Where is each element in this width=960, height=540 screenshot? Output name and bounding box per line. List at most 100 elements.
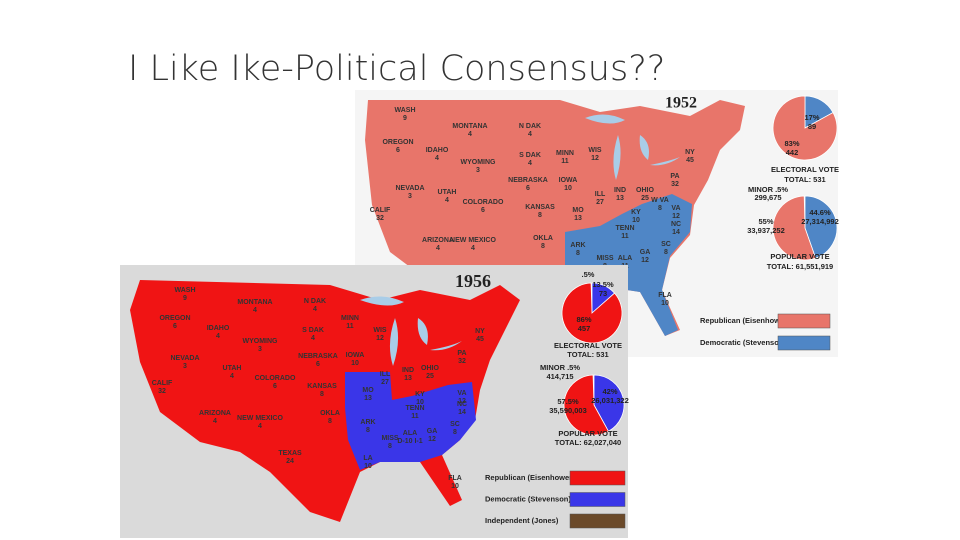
state-name: NEW MEXICO xyxy=(237,415,283,422)
state-name: MO xyxy=(362,387,374,394)
state-name: PA xyxy=(670,173,679,180)
state-name: NC xyxy=(671,221,681,228)
state-name: ILL xyxy=(380,371,391,378)
state-name: UTAH xyxy=(223,365,242,372)
state-electoral-votes: 25 xyxy=(641,195,649,202)
state-name: NEVADA xyxy=(395,185,424,192)
state-electoral-votes: 8 xyxy=(453,429,457,436)
state-electoral-votes: 8 xyxy=(328,418,332,425)
state-name: IOWA xyxy=(559,177,578,184)
state-electoral-votes: 12 xyxy=(591,155,599,162)
state-name: W VA xyxy=(651,197,669,204)
state-electoral-votes: 32 xyxy=(376,215,384,222)
state-name: KY xyxy=(415,391,425,398)
legend-label: Independent (Jones) xyxy=(485,516,559,525)
state-electoral-votes: 10 xyxy=(632,217,640,224)
state-electoral-votes: 4 xyxy=(528,160,532,167)
pie-count-label: 26,031,322 xyxy=(591,396,629,405)
state-name: OREGON xyxy=(159,315,190,322)
state-electoral-votes: 12 xyxy=(376,335,384,342)
state-name: IDAHO xyxy=(207,325,230,332)
legend-swatch xyxy=(569,513,626,529)
state-electoral-votes: 32 xyxy=(671,181,679,188)
state-electoral-votes: 10 xyxy=(416,399,424,406)
electoral-heading: ELECTORAL VOTE xyxy=(554,341,622,350)
map-year: 1952 xyxy=(665,95,697,112)
state-name: FLA xyxy=(658,292,672,299)
state-electoral-votes: 6 xyxy=(173,323,177,330)
electoral-total: TOTAL: 531 xyxy=(784,175,825,184)
pie-percent-label: 86% xyxy=(576,315,591,324)
pie-count-label: 33,937,252 xyxy=(747,226,785,235)
pie-percent-label: 13.5% xyxy=(592,280,614,289)
state-name: ALA xyxy=(618,255,632,262)
state-electoral-votes: 4 xyxy=(311,335,315,342)
pie-count-label: 89 xyxy=(808,122,816,131)
state-name: SC xyxy=(661,241,671,248)
state-electoral-votes: 9 xyxy=(183,295,187,302)
state-electoral-votes: 11 xyxy=(561,158,569,165)
state-name: OHIO xyxy=(636,187,654,194)
popular-total: TOTAL: 62,027,040 xyxy=(555,438,621,447)
state-electoral-votes: 10 xyxy=(564,185,572,192)
state-name: SC xyxy=(450,421,460,428)
state-electoral-votes: 4 xyxy=(445,197,449,204)
pie-percent-label: 17% xyxy=(804,113,819,122)
state-name: ARIZONA xyxy=(422,237,454,244)
state-electoral-votes: 3 xyxy=(258,346,262,353)
state-name: ILL xyxy=(595,191,606,198)
state-electoral-votes: 8 xyxy=(541,243,545,250)
state-name: WASH xyxy=(175,287,196,294)
state-electoral-votes: 8 xyxy=(388,443,392,450)
state-electoral-votes: 10 xyxy=(451,483,459,490)
state-name: NEW MEXICO xyxy=(450,237,496,244)
state-electoral-votes: 4 xyxy=(313,306,317,313)
state-electoral-votes: 3 xyxy=(183,363,187,370)
state-electoral-votes: 27 xyxy=(596,199,604,206)
state-name: NC xyxy=(457,401,467,408)
state-name: KANSAS xyxy=(307,383,337,390)
state-name: OKLA xyxy=(320,410,340,417)
pie-percent-label: 83% xyxy=(784,139,799,148)
state-electoral-votes: 8 xyxy=(320,391,324,398)
state-electoral-votes: 6 xyxy=(396,147,400,154)
state-electoral-votes: 11 xyxy=(346,323,354,330)
state-electoral-votes: 13 xyxy=(574,215,582,222)
state-name: WYOMING xyxy=(461,159,497,166)
state-name: CALIF xyxy=(152,380,173,387)
state-electoral-votes: 13 xyxy=(404,375,412,382)
pie-slice xyxy=(563,374,609,436)
state-name: WIS xyxy=(373,327,387,334)
state-name: N DAK xyxy=(304,298,326,305)
state-electoral-votes: 11 xyxy=(621,233,629,240)
state-electoral-votes: 12 xyxy=(641,257,649,264)
state-electoral-votes: 32 xyxy=(158,388,166,395)
state-electoral-votes: 10 xyxy=(364,463,372,470)
state-name: KY xyxy=(631,209,641,216)
democratic-region xyxy=(345,372,476,470)
state-electoral-votes: 8 xyxy=(576,250,580,257)
state-electoral-votes: 24 xyxy=(286,458,294,465)
state-electoral-votes: 14 xyxy=(672,229,680,236)
state-electoral-votes: 10 xyxy=(661,300,669,307)
state-name: ARK xyxy=(570,242,585,249)
state-name: NEBRASKA xyxy=(508,177,548,184)
legend-swatch xyxy=(777,335,831,351)
state-electoral-votes: 9 xyxy=(403,115,407,122)
state-name: PA xyxy=(457,350,466,357)
state-electoral-votes: 4 xyxy=(436,245,440,252)
state-electoral-votes: 4 xyxy=(253,307,257,314)
state-electoral-votes: 12 xyxy=(672,213,680,220)
state-name: NY xyxy=(475,328,485,335)
state-electoral-votes: 25 xyxy=(426,373,434,380)
state-electoral-votes: 12 xyxy=(428,436,436,443)
state-electoral-votes: 4 xyxy=(230,373,234,380)
popular-heading: POPULAR VOTE xyxy=(558,429,617,438)
state-name: TEXAS xyxy=(278,450,302,457)
state-name: S DAK xyxy=(519,152,541,159)
popular-heading: POPULAR VOTE xyxy=(770,252,829,261)
state-name: WIS xyxy=(588,147,602,154)
state-electoral-votes: 6 xyxy=(316,361,320,368)
state-electoral-votes: 8 xyxy=(366,427,370,434)
